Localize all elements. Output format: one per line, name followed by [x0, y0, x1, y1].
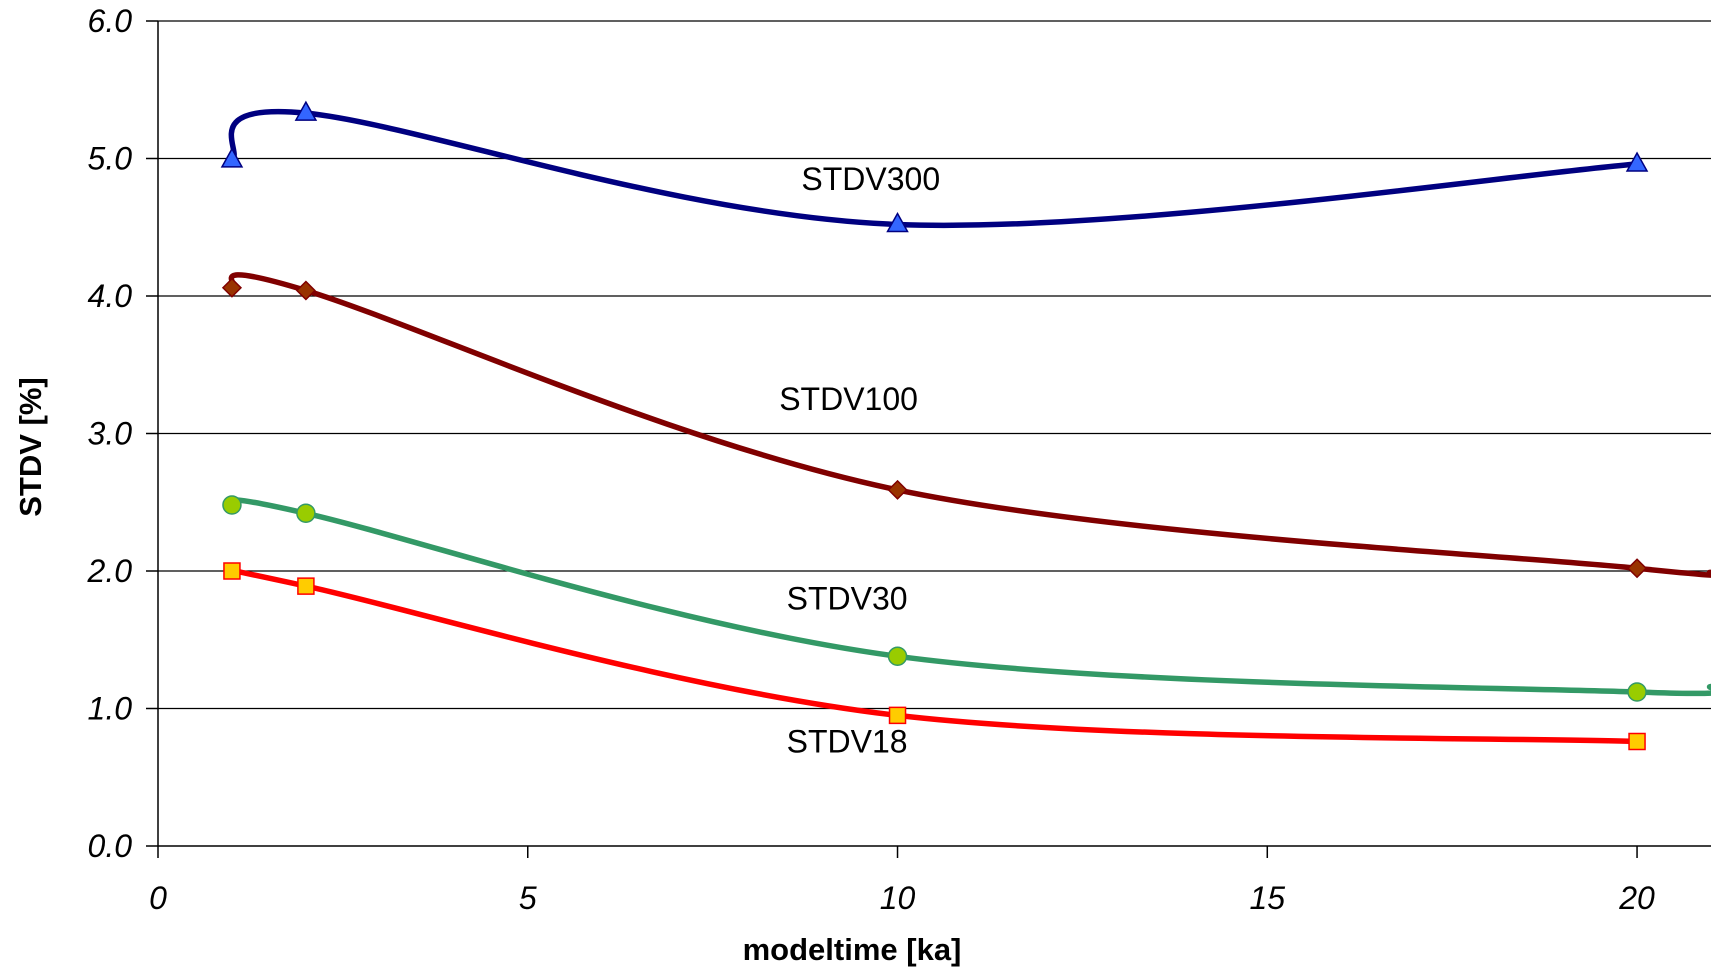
series-line-stdv18	[228, 567, 1640, 745]
y-tick-label: 1.0	[88, 691, 133, 727]
series-markers	[220, 100, 1649, 751]
y-tick-label: 2.0	[87, 553, 133, 589]
series-label-stdv18: STDV18	[787, 724, 908, 760]
data-point	[886, 211, 909, 233]
data-point	[222, 495, 242, 515]
data-point	[220, 147, 244, 168]
data-point	[1626, 558, 1648, 579]
y-axis-title: STDV [%]	[13, 377, 48, 517]
series-line-stdv300	[228, 108, 1640, 229]
gridlines	[158, 20, 1711, 710]
data-point	[887, 479, 908, 500]
series-line-stdv100	[228, 272, 1711, 578]
series-label-stdv100: STDV100	[779, 381, 918, 417]
x-tick-label: 5	[519, 880, 537, 916]
data-point	[1628, 732, 1646, 751]
y-tick-label: 4.0	[88, 278, 133, 314]
data-point	[294, 100, 318, 121]
series-label-stdv300: STDV300	[801, 161, 940, 197]
series-lines	[228, 108, 1711, 745]
data-point	[221, 277, 243, 298]
series-label-stdv30: STDV30	[787, 581, 908, 617]
x-tick-label: 0	[149, 880, 167, 916]
data-point	[888, 706, 907, 725]
y-tick-label: 3.0	[88, 416, 133, 452]
data-point	[296, 503, 316, 523]
series-labels: STDV300 STDV100 STDV30 STDV18	[779, 161, 940, 759]
y-tick-label: 0.0	[88, 828, 133, 864]
x-tick-label: 10	[880, 880, 916, 916]
y-tick-label: 6.0	[88, 3, 133, 39]
data-point	[223, 562, 241, 580]
axes	[146, 20, 1711, 858]
data-point	[887, 646, 908, 666]
tick-labels: 0.0 1.0 2.0 3.0 4.0 5.0 6.0 0 5 10 15 20	[87, 3, 1656, 916]
x-axis-title: modeltime [ka]	[743, 932, 962, 967]
data-point	[297, 577, 315, 595]
x-tick-label: 15	[1249, 880, 1285, 916]
y-tick-label: 5.0	[88, 141, 133, 177]
x-tick-label: 20	[1618, 880, 1655, 916]
series-line-stdv30	[228, 497, 1711, 697]
data-point	[295, 280, 316, 301]
data-point	[1627, 682, 1647, 702]
data-point	[1625, 151, 1649, 172]
